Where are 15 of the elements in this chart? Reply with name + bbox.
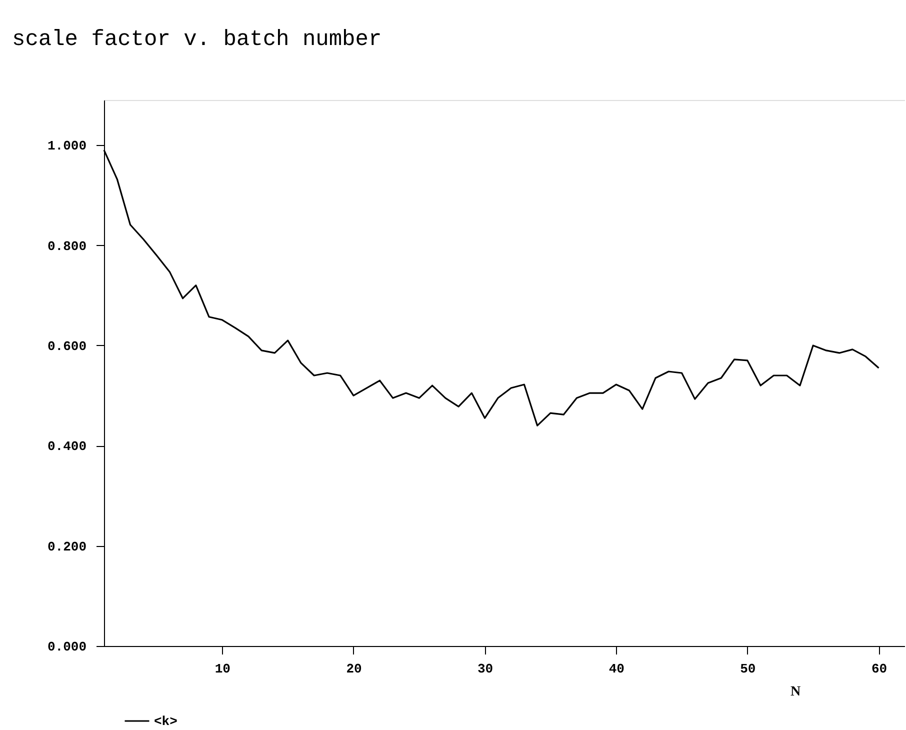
- x-tick-label: 10: [214, 662, 231, 676]
- x-axis-title: N: [790, 684, 801, 700]
- legend-label: <k>: [154, 714, 178, 729]
- y-tick-label: 0.400: [47, 439, 87, 454]
- x-tick-label: 50: [740, 662, 756, 676]
- y-tick-label: 0.000: [47, 640, 87, 654]
- x-tick-label: 20: [346, 662, 362, 676]
- y-tick-label: 0.600: [47, 338, 87, 354]
- x-tick-label: 60: [871, 662, 888, 676]
- y-tick-label: 1.000: [47, 138, 87, 154]
- x-tick-label: 30: [478, 662, 494, 676]
- chart-title: scale factor v. batch number: [12, 27, 382, 52]
- y-tick-label: 0.800: [47, 238, 87, 254]
- x-tick-label: 40: [608, 662, 625, 676]
- y-tick-label: 0.200: [47, 539, 87, 554]
